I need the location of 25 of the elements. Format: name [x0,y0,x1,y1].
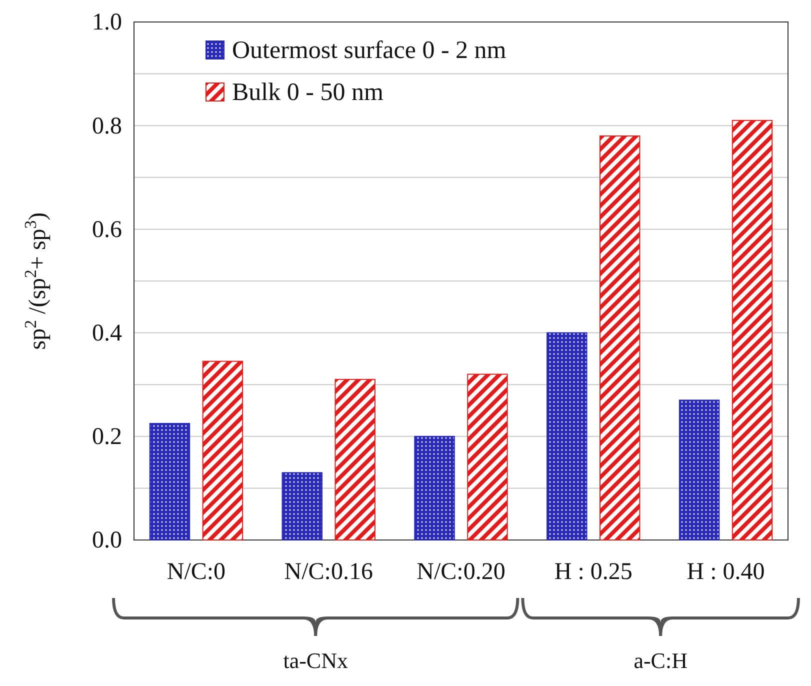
bar [546,332,588,540]
y-tick-label: 0.4 [92,320,122,346]
bar [282,472,322,540]
bar [600,135,640,540]
x-tick-label: N/C:0 [166,559,226,586]
bar [467,374,508,540]
x-tick-label: H : 0.40 [686,559,765,586]
legend-label: Bulk 0 - 50 nm [232,79,384,106]
legend-label: Outermost surface 0 - 2 nm [232,37,507,64]
text: a-C:H [634,648,688,673]
bar [414,436,455,540]
bar [678,400,720,540]
x-tick-label: N/C:0.20 [416,559,506,586]
y-tick-label: 0.6 [92,216,122,243]
bar [334,378,376,540]
bar [202,360,244,540]
y-tick-label: 0.0 [92,528,122,554]
bar [149,422,190,540]
text: ta-CNx [283,648,348,673]
x-tick-label: H : 0.25 [554,559,632,586]
x-tick-label: N/C:0.16 [284,559,373,586]
y-tick-label: 0.2 [92,424,122,450]
y-tick-label: 1.0 [92,10,122,36]
y-tick-label: 0.8 [92,113,122,140]
bar [732,120,773,540]
